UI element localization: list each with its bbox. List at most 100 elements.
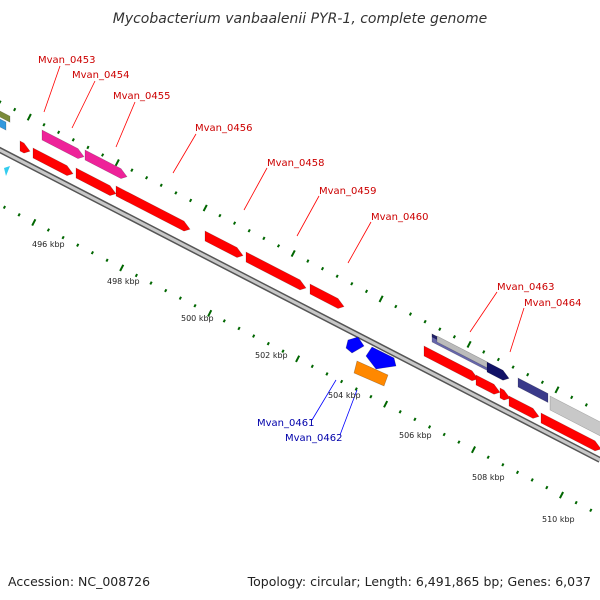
tick-mark: [350, 281, 354, 286]
tick-mark: [394, 304, 398, 309]
tick-mark: [340, 379, 344, 384]
label-leader-line: [172, 133, 197, 174]
gene-label-forward: Mvan_0456: [195, 123, 252, 134]
tick-mark: [90, 250, 94, 255]
tick-mark: [105, 258, 109, 263]
label-leader-line: [71, 80, 96, 129]
tick-mark: [457, 440, 461, 444]
tick-mark: [202, 204, 208, 212]
gene-arrow: [508, 395, 540, 419]
tick-mark: [559, 491, 564, 499]
tick-mark: [466, 340, 472, 348]
gene-label-forward: Mvan_0463: [497, 282, 554, 293]
label-leader-line: [243, 167, 268, 211]
tick-mark: [383, 400, 389, 408]
tick-mark: [252, 334, 256, 338]
tick-mark: [413, 417, 417, 422]
tick-mark: [178, 296, 182, 300]
gene-label-forward: Mvan_0464: [524, 298, 581, 309]
gene-arrow: [517, 377, 549, 403]
gene-label-forward: Mvan_0458: [267, 158, 324, 169]
gene-label-reverse: Mvan_0462: [285, 433, 342, 444]
tick-mark: [369, 394, 373, 399]
tick-mark: [237, 326, 241, 331]
tick-mark: [76, 243, 80, 247]
label-leader-line: [115, 101, 136, 148]
tick-mark: [423, 319, 427, 324]
tick-mark: [281, 349, 285, 353]
tick-mark: [427, 425, 432, 429]
gene-arrow: [486, 361, 510, 381]
tick-mark: [262, 236, 266, 241]
gene-arrow-reverse: [345, 336, 365, 354]
tick-mark: [2, 205, 6, 210]
tick-mark: [570, 395, 574, 400]
tick-mark: [408, 312, 413, 316]
gene-arrow: [19, 140, 31, 154]
gene-arrow: [309, 283, 345, 309]
tick-mark: [574, 500, 578, 505]
tick-mark: [207, 309, 213, 317]
tick-mark: [526, 372, 530, 377]
tick-mark: [515, 470, 520, 475]
tick-mark: [119, 264, 125, 272]
tick-mark: [266, 341, 270, 346]
gene-label-forward: Mvan_0454: [72, 70, 129, 81]
gene-label-forward: Mvan_0459: [319, 186, 376, 197]
tick-mark: [218, 213, 222, 218]
tick-mark: [589, 508, 593, 513]
gene-arrow: [204, 230, 244, 258]
accession-text: Accession: NC_008726: [8, 574, 151, 589]
tick-mark: [193, 303, 197, 308]
tick-mark: [17, 213, 21, 217]
scale-label: 508 kbp: [472, 473, 505, 482]
gene-arrow: [84, 149, 128, 179]
tick-mark: [482, 350, 486, 354]
label-leader-line: [469, 291, 498, 333]
tick-mark: [354, 387, 358, 391]
tick-mark: [295, 355, 301, 363]
tick-mark: [159, 183, 163, 188]
tick-mark: [442, 432, 446, 437]
tick-mark: [584, 403, 588, 407]
tick-tracks: [0, 100, 593, 513]
tick-mark: [306, 259, 310, 263]
tick-mark: [247, 228, 251, 233]
tick-mark: [378, 295, 384, 303]
tick-mark: [130, 168, 134, 172]
label-leader-line: [296, 195, 320, 237]
tick-mark: [189, 198, 193, 203]
gene-arrow: [436, 335, 488, 369]
tick-mark: [276, 244, 281, 248]
tick-mark: [320, 266, 325, 271]
gene-label-forward: Mvan_0453: [38, 55, 95, 66]
tick-mark: [86, 145, 90, 150]
tick-mark: [174, 191, 178, 195]
tick-mark: [232, 221, 237, 225]
tick-mark: [325, 372, 329, 376]
scale-labels: 496 kbp 498 kbp 500 kbp 502 kbp 504 kbp 506 k…: [32, 240, 575, 524]
scale-label: 506 kbp: [399, 431, 432, 440]
label-leader-line: [339, 389, 358, 436]
tick-mark: [114, 159, 120, 167]
map-title: Mycobacterium vanbaalenii PYR-1, complet…: [113, 11, 488, 27]
tick-mark: [57, 130, 61, 135]
tick-mark: [149, 281, 153, 285]
gene-arrow: [0, 110, 11, 123]
tick-mark: [452, 335, 456, 339]
gene-arrow-reverse: [365, 346, 397, 370]
scale-label: 510 kbp: [542, 515, 575, 524]
gene-arrow: [75, 167, 117, 196]
tick-mark: [46, 228, 50, 232]
scale-label: 502 kbp: [255, 351, 288, 360]
tick-mark: [101, 153, 105, 157]
tick-mark: [501, 463, 505, 467]
gene-features: [0, 110, 600, 452]
gene-arrow: [423, 345, 479, 382]
tick-mark: [540, 380, 544, 385]
tick-mark: [398, 410, 402, 414]
genome-backbone: [0, 146, 600, 463]
tick-mark: [134, 273, 138, 278]
label-leader-line: [347, 221, 372, 264]
